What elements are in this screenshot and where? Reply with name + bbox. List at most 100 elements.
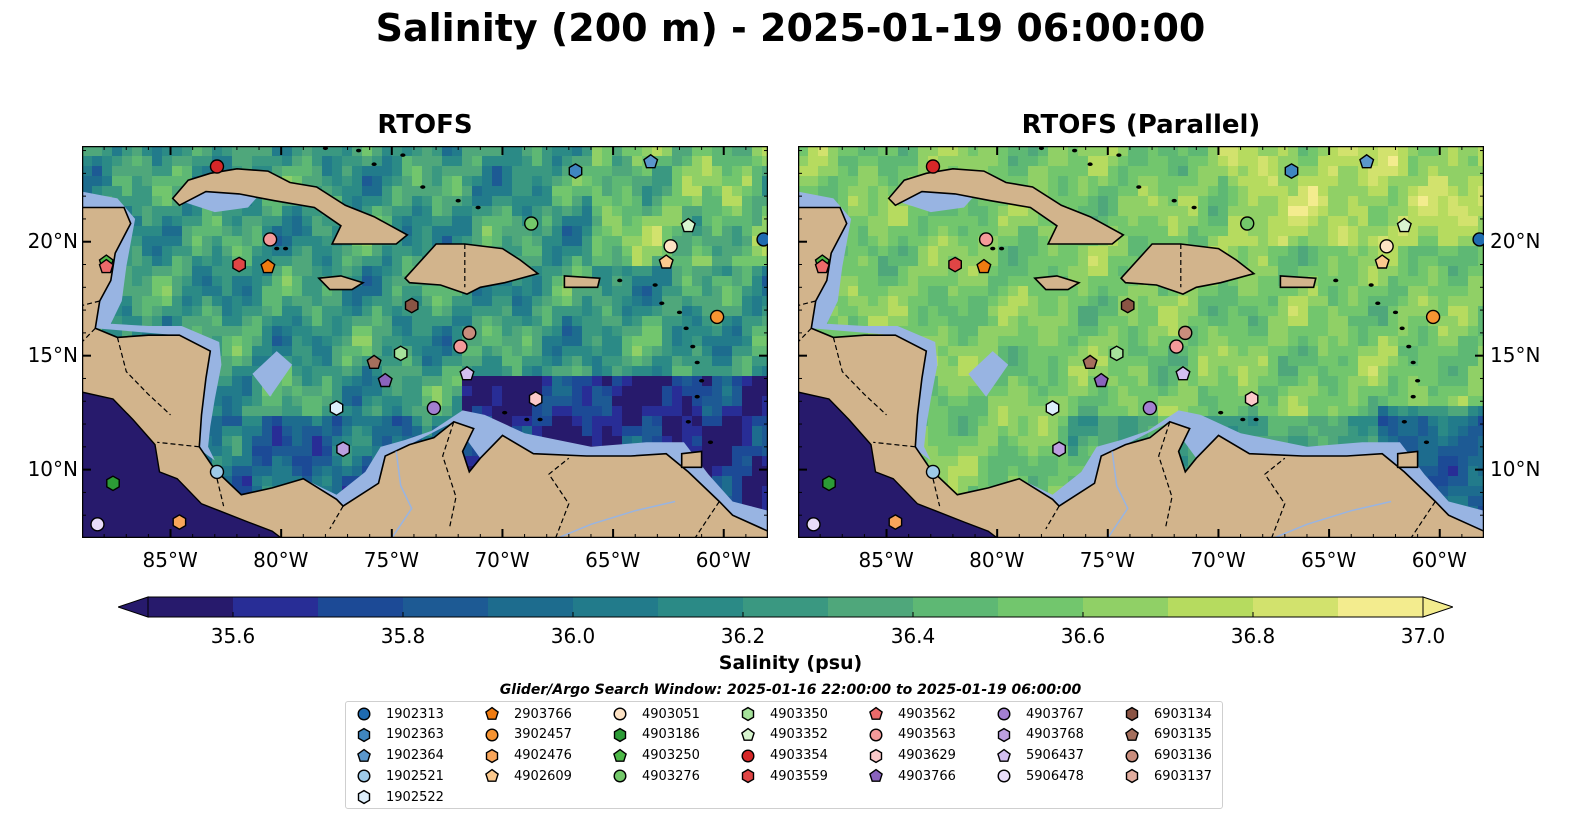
legend-item: 3902457 <box>484 725 572 745</box>
legend-label: 4903051 <box>642 706 700 722</box>
legend-item: 1902313 <box>356 704 444 724</box>
station-marker-4902476 <box>172 514 187 531</box>
longitude-tick-label: 85°W <box>142 548 198 572</box>
legend-item: 4903768 <box>996 725 1084 745</box>
legend-marker-4903186 <box>613 727 627 743</box>
legend-label: 4903352 <box>770 727 828 743</box>
station-marker-1902522 <box>329 400 344 417</box>
circle-marker-icon <box>357 769 371 783</box>
legend-item: 6903134 <box>1124 704 1212 724</box>
legend-item: 5906437 <box>996 746 1084 766</box>
legend-marker-4903350 <box>741 706 755 722</box>
legend-label: 6903135 <box>1154 727 1212 743</box>
colorbar-tick-label: 36.4 <box>890 624 936 648</box>
longitude-tick-label: 70°W <box>1190 548 1246 572</box>
station-marker-4903350 <box>393 345 408 362</box>
legend-label: 1902313 <box>386 706 444 722</box>
station-marker-1902522 <box>1045 400 1060 417</box>
station-marker-4903563 <box>262 232 278 247</box>
legend-item: 4903562 <box>868 704 956 724</box>
hexagon-marker-icon <box>357 789 371 805</box>
station-marker-4903186 <box>822 475 836 492</box>
legend-item: 4903559 <box>740 766 828 786</box>
colorbar <box>118 596 1453 618</box>
legend-marker-5906478 <box>997 769 1011 783</box>
pentagon-marker-icon <box>485 706 499 720</box>
legend-item: 4903051 <box>612 704 700 724</box>
legend-marker-6903136 <box>1125 749 1139 763</box>
station-marker-1902363 <box>568 163 583 180</box>
colorbar-tick-label: 37.0 <box>1400 624 1446 648</box>
longitude-tick-label: 65°W <box>1301 548 1357 572</box>
station-marker-4903766 <box>1093 372 1109 388</box>
legend-marker-1902364 <box>357 748 371 762</box>
station-marker-3902457 <box>709 309 725 325</box>
station-marker-4903766 <box>377 372 393 388</box>
station-marker-4903768 <box>1052 441 1066 458</box>
legend-label: 1902363 <box>386 727 444 743</box>
latitude-tick-label: 20°N <box>1490 228 1541 253</box>
station-marker-1902364 <box>643 153 659 169</box>
station-marker-4903563 <box>978 232 994 247</box>
legend-item: 4903250 <box>612 746 700 766</box>
circle-marker-icon <box>997 769 1011 783</box>
legend-item: 4903276 <box>612 766 700 786</box>
legend-item: 5906478 <box>996 766 1084 786</box>
legend-marker-4903767 <box>997 707 1011 721</box>
station-marker-2903766 <box>976 258 992 274</box>
legend-marker-4903766 <box>869 769 883 783</box>
pentagon-marker-icon <box>997 748 1011 762</box>
station-marker-4903352 <box>1396 217 1412 233</box>
hexagon-marker-icon <box>1125 769 1139 784</box>
circle-marker-icon <box>357 707 371 721</box>
station-marker-6903135 <box>366 354 382 370</box>
legend-item: 4903766 <box>868 766 956 786</box>
legend-marker-4903354 <box>741 749 755 763</box>
legend-item: 4903629 <box>868 746 956 766</box>
colorbar-tick-label: 36.2 <box>720 624 766 648</box>
longitude-tick-label: 80°W <box>969 548 1025 572</box>
station-marker-4902609 <box>1374 254 1390 269</box>
legend-item: 4903354 <box>740 746 828 766</box>
legend-item: 4903350 <box>740 704 828 724</box>
circle-marker-icon <box>869 728 883 742</box>
legend-label: 4902476 <box>514 748 572 764</box>
latitude-tick-label: 20°N <box>27 228 78 253</box>
legend-label: 4903563 <box>898 727 956 743</box>
colorbar-tick-label: 36.6 <box>1060 624 1106 648</box>
colorbar-label: Salinity (psu) <box>718 652 863 674</box>
legend-marker-1902313 <box>357 707 371 721</box>
legend-label: 6903134 <box>1154 706 1212 722</box>
circle-marker-icon <box>613 769 627 783</box>
hexagon-marker-icon <box>613 727 627 743</box>
legend-label: 3902457 <box>514 727 572 743</box>
legend-label: 2903766 <box>514 706 572 722</box>
hexagon-marker-icon <box>357 727 371 743</box>
legend-marker-4903768 <box>997 727 1011 743</box>
legend: 1902313 1902363 1902364 1902521 1902522 29037… <box>345 701 1223 809</box>
station-marker-4903276 <box>1240 216 1255 231</box>
legend-label: 4903766 <box>898 768 956 784</box>
longitude-tick-label: 60°W <box>695 548 751 572</box>
station-marker-4903354 <box>209 159 225 174</box>
station-marker-6903134 <box>404 297 419 314</box>
legend-label: 4902609 <box>514 768 572 784</box>
longitude-tick-label: 75°W <box>363 548 420 572</box>
legend-label: 1902521 <box>386 768 444 784</box>
station-marker-4903563 <box>453 339 468 354</box>
station-marker-6903134 <box>1120 297 1135 314</box>
station-marker-5906478 <box>806 517 821 532</box>
legend-item: 4903352 <box>740 725 828 745</box>
legend-item: 1902521 <box>356 766 444 786</box>
legend-item: 6903137 <box>1124 766 1212 786</box>
map-panel-rtofs <box>82 146 768 538</box>
legend-marker-4903563 <box>869 728 883 742</box>
station-marker-4903352 <box>680 217 696 233</box>
longitude-tick-label: 85°W <box>858 548 914 572</box>
latitude-tick-label: 10°N <box>27 456 78 481</box>
legend-item: 4903563 <box>868 725 956 745</box>
pentagon-marker-icon <box>869 769 883 783</box>
legend-label: 6903137 <box>1154 768 1212 784</box>
station-marker-1902313 <box>1472 232 1484 247</box>
station-marker-4903186 <box>106 475 120 492</box>
